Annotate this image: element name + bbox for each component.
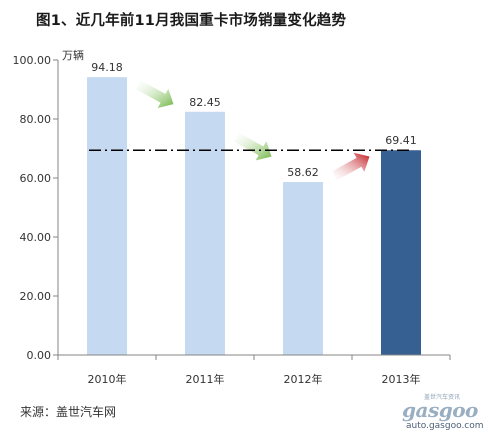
x-tick-label: 2012年 [284, 372, 323, 386]
bar-value-label: 69.41 [385, 134, 417, 147]
watermark-tagline: 盖世汽车资讯 [424, 394, 461, 401]
bars: 94.18 82.45 58.62 69.41 [87, 61, 421, 356]
x-tick-label: 2011年 [186, 372, 225, 386]
decline-arrow [136, 80, 174, 108]
decline-arrow [234, 132, 272, 161]
unit-label: 万辆 [62, 48, 84, 62]
bar-value-label: 82.45 [189, 96, 221, 109]
rise-arrow [332, 152, 370, 181]
bar-value-label: 94.18 [91, 61, 123, 74]
y-tick-label: 60.00 [20, 172, 52, 185]
x-tick-label: 2010年 [88, 372, 127, 386]
y-tick-label: 40.00 [20, 231, 52, 244]
bar [381, 150, 421, 355]
y-tick-label: 100.00 [13, 54, 52, 67]
y-tick-label: 20.00 [20, 290, 52, 303]
bar [283, 182, 323, 355]
source-note: 来源：盖世汽车网 [20, 405, 117, 419]
x-tick-label: 2013年 [382, 372, 421, 386]
bar-value-label: 58.62 [287, 166, 319, 179]
bar [185, 111, 225, 356]
watermark: 盖世汽车资讯 gasgoo auto.gasgoo.com [398, 392, 484, 432]
y-axis: 0.00 20.00 40.00 60.00 80.00 100.00 [13, 54, 59, 362]
trend-arrows [136, 80, 370, 181]
y-tick-label: 0.00 [27, 349, 52, 362]
y-tick-label: 80.00 [20, 113, 52, 126]
chart-title: 图1、近几年前11月我国重卡市场销量变化趋势 [36, 13, 347, 29]
watermark-url: auto.gasgoo.com [406, 421, 484, 431]
bar [87, 77, 127, 355]
x-axis: 2010年 2011年 2012年 2013年 [57, 354, 451, 386]
watermark-logo: gasgoo [402, 398, 478, 422]
